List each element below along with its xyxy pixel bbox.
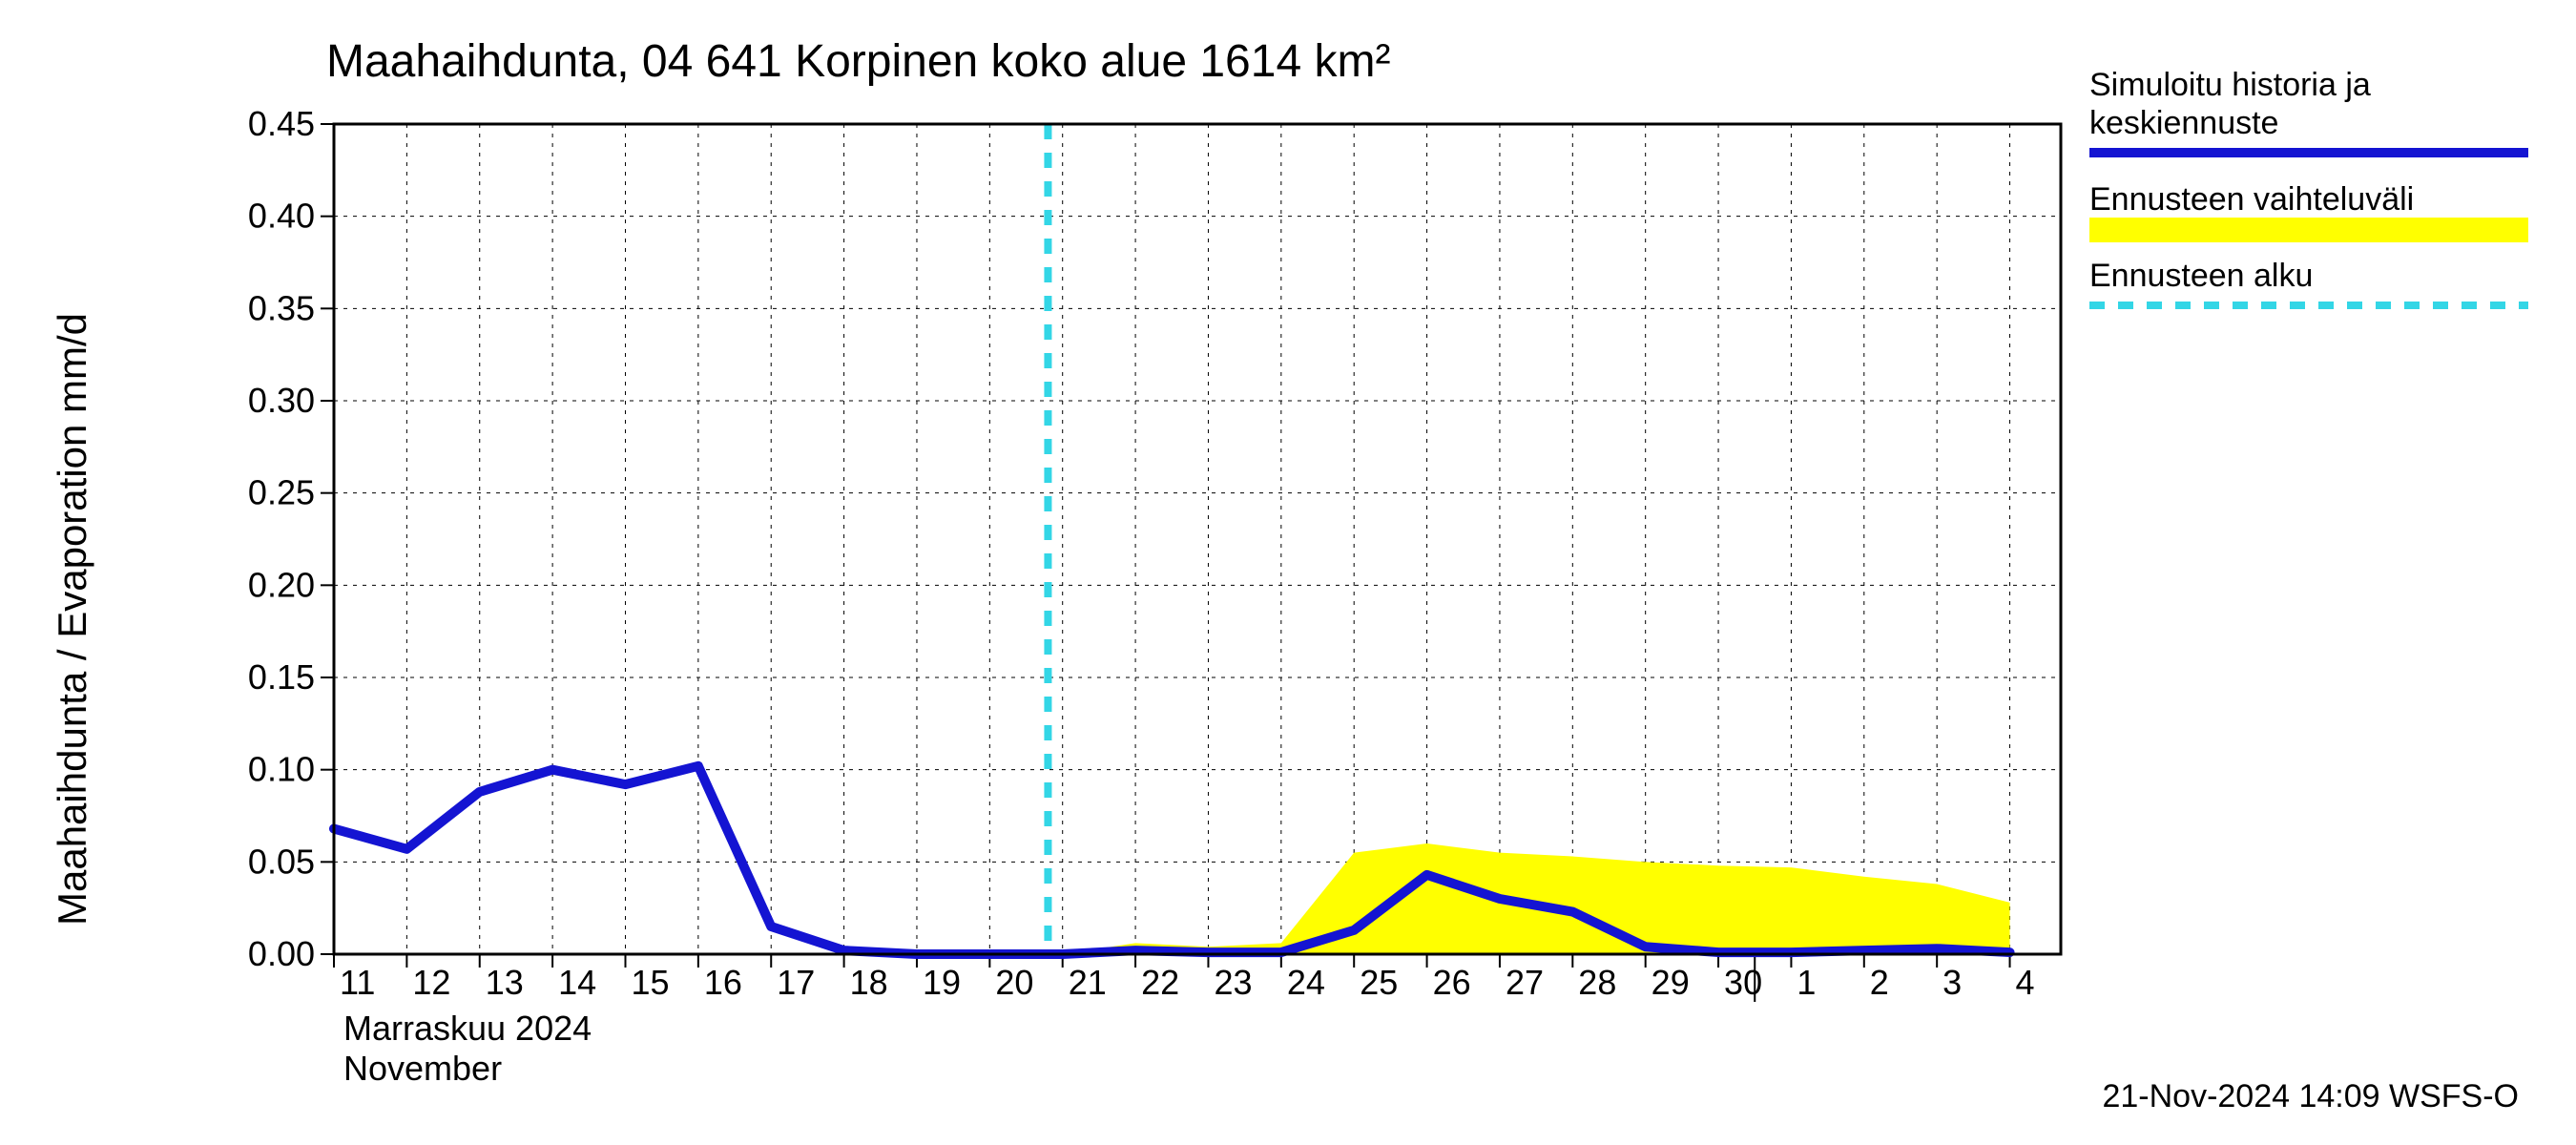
chart-container: 0.00 0.05 0.10 0.15 0.20 0.25 0.30 0.35 0.40 0.45…	[0, 0, 2576, 1145]
ytick-label: 0.30	[248, 381, 315, 420]
legend-label: keskiennuste	[2089, 105, 2278, 141]
footer-timestamp: 21-Nov-2024 14:09 WSFS-O	[2102, 1078, 2519, 1114]
xtick-label: 17	[777, 963, 815, 1002]
xtick-label: 15	[631, 963, 669, 1002]
ytick-label: 0.25	[248, 473, 315, 512]
xtick-label: 30	[1724, 963, 1762, 1002]
y-axis-label: Maahaihdunta / Evaporation mm/d	[50, 313, 94, 926]
xtick-label: 26	[1433, 963, 1471, 1002]
xtick-label: 1	[1797, 963, 1816, 1002]
chart-svg: 0.00 0.05 0.10 0.15 0.20 0.25 0.30 0.35 0.40 0.45…	[0, 0, 2576, 1145]
ytick-label: 0.20	[248, 565, 315, 604]
xtick-label: 23	[1214, 963, 1252, 1002]
xtick-label: 4	[2016, 963, 2035, 1002]
xtick-label: 27	[1506, 963, 1544, 1002]
xtick-label: 12	[412, 963, 450, 1002]
xtick-label: 3	[1942, 963, 1962, 1002]
xtick-label: 29	[1652, 963, 1690, 1002]
ytick-label: 0.05	[248, 842, 315, 881]
xtick-label: 22	[1141, 963, 1179, 1002]
xtick-label: 21	[1069, 963, 1107, 1002]
xtick-label: 24	[1287, 963, 1325, 1002]
xtick-label: 2	[1870, 963, 1889, 1002]
x-axis-label-1: Marraskuu 2024	[343, 1009, 592, 1048]
x-axis-label-2: November	[343, 1049, 502, 1088]
legend-label: Ennusteen vaihteluväli	[2089, 181, 2414, 218]
xtick-label: 25	[1360, 963, 1398, 1002]
xtick-label: 14	[558, 963, 596, 1002]
ytick-label: 0.40	[248, 197, 315, 236]
ytick-label: 0.35	[248, 288, 315, 327]
ytick-label: 0.45	[248, 104, 315, 143]
legend-swatch-rect	[2089, 218, 2528, 242]
xtick-label: 28	[1578, 963, 1616, 1002]
ytick-label: 0.10	[248, 750, 315, 789]
xtick-label: 16	[704, 963, 742, 1002]
ytick-label: 0.00	[248, 934, 315, 973]
chart-title: Maahaihdunta, 04 641 Korpinen koko alue …	[326, 36, 1390, 87]
xtick-label: 13	[486, 963, 524, 1002]
xtick-label: 19	[923, 963, 961, 1002]
xtick-label: 18	[850, 963, 888, 1002]
legend-label: Simuloitu historia ja	[2089, 67, 2371, 103]
legend-label: Ennusteen alku	[2089, 258, 2313, 294]
ytick-label: 0.15	[248, 657, 315, 697]
xtick-label: 20	[995, 963, 1033, 1002]
xtick-label: 11	[340, 963, 375, 1002]
